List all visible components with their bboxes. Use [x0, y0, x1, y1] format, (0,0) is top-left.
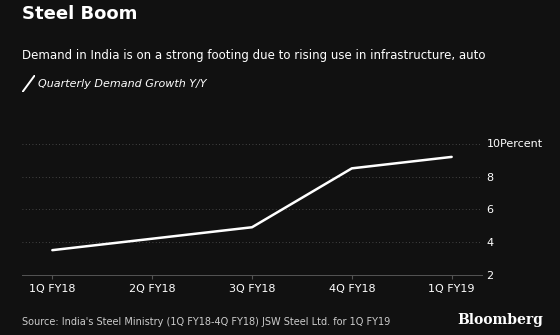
Text: Source: India's Steel Ministry (1Q FY18-4Q FY18) JSW Steel Ltd. for 1Q FY19: Source: India's Steel Ministry (1Q FY18-… [22, 317, 391, 327]
Text: Steel Boom: Steel Boom [22, 5, 138, 23]
Text: Bloomberg: Bloomberg [458, 313, 543, 327]
Text: Demand in India is on a strong footing due to rising use in infrastructure, auto: Demand in India is on a strong footing d… [22, 49, 486, 62]
Text: 10Percent: 10Percent [487, 139, 543, 149]
Text: Quarterly Demand Growth Y/Y: Quarterly Demand Growth Y/Y [38, 79, 207, 89]
